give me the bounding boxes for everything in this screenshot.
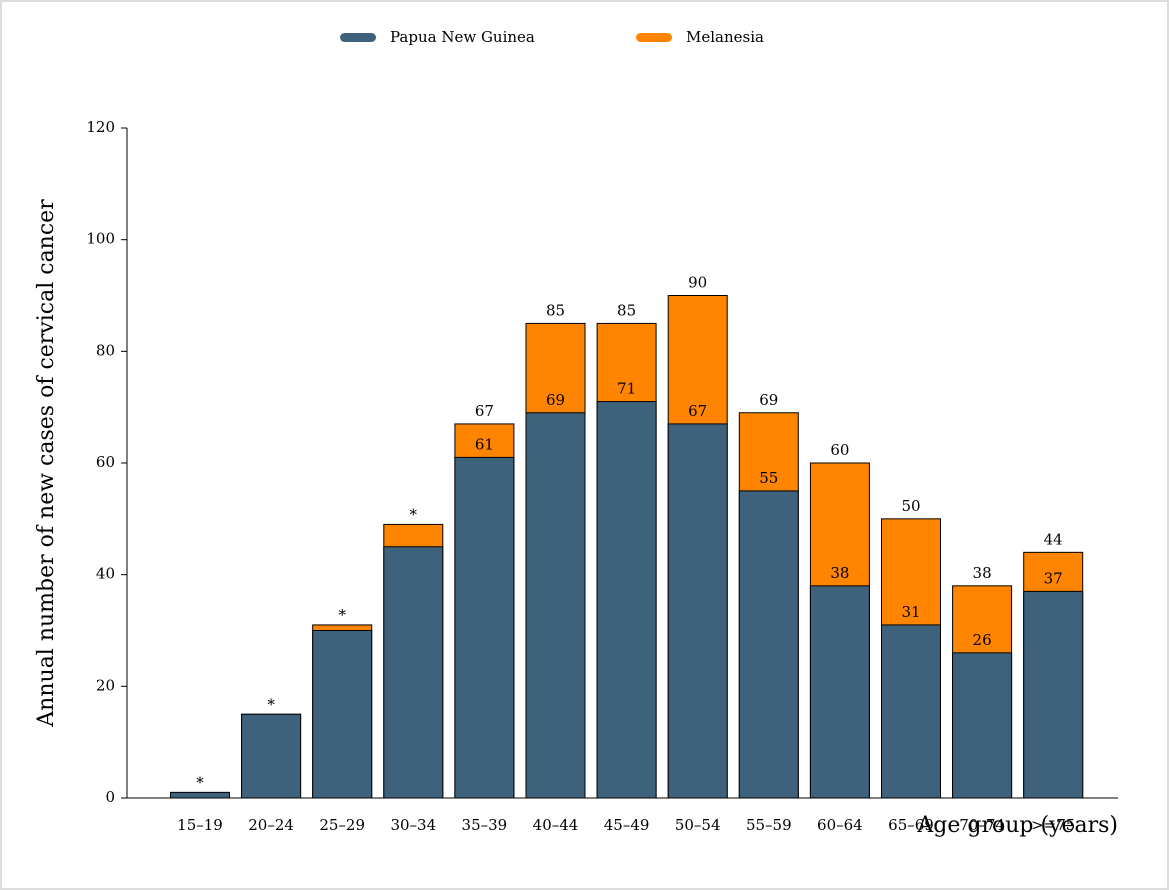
y-tick-label: 20 [96, 676, 115, 694]
x-tick-label: 30–34 [390, 816, 436, 834]
value-label: 26 [973, 631, 992, 649]
y-tick-label: 100 [86, 230, 115, 248]
y-tick-label: 40 [96, 565, 115, 583]
value-label: 50 [901, 497, 920, 515]
x-tick-label: 55–59 [746, 816, 792, 834]
value-label: 69 [546, 391, 565, 409]
value-label: 38 [830, 564, 849, 582]
value-label: 38 [973, 564, 992, 582]
value-label: * [196, 773, 204, 791]
value-label: * [410, 505, 418, 523]
y-tick-label: 0 [105, 788, 115, 806]
bar [596, 401, 657, 799]
value-label: 37 [1044, 569, 1063, 587]
value-label: 60 [830, 441, 849, 459]
x-tick-label: 50–54 [675, 816, 721, 834]
x-tick-label: 20–24 [248, 816, 294, 834]
value-label: 69 [759, 391, 778, 409]
x-tick-label: 25–29 [319, 816, 365, 834]
value-label: 85 [617, 301, 636, 319]
x-tick-label: >=75 [1031, 816, 1075, 834]
legend-swatch [340, 33, 376, 42]
y-axis-title: Annual number of new cases of cervical c… [34, 199, 59, 728]
bar [241, 713, 302, 799]
legend-label: Papua New Guinea [390, 28, 535, 46]
value-label: 55 [759, 469, 778, 487]
value-label: 61 [475, 435, 494, 453]
bar [738, 490, 799, 799]
bar [1023, 590, 1084, 799]
bar [525, 412, 586, 799]
value-label: * [338, 606, 346, 624]
value-label: 67 [475, 402, 494, 420]
y-tick-label: 60 [96, 453, 115, 471]
x-tick-label: 15–19 [177, 816, 223, 834]
bar [952, 652, 1013, 799]
bar [667, 423, 728, 799]
value-label: 85 [546, 301, 565, 319]
x-tick-label: 60–64 [817, 816, 863, 834]
x-tick-label: 65–69 [888, 816, 934, 834]
value-label: 71 [617, 380, 636, 398]
legend-label: Melanesia [686, 28, 764, 46]
value-label: * [267, 695, 275, 713]
x-tick-label: 45–49 [604, 816, 650, 834]
x-tick-label: 70–74 [959, 816, 1005, 834]
bar [881, 624, 941, 799]
y-tick-label: 80 [96, 341, 115, 359]
bar [454, 456, 515, 799]
x-tick-label: 35–39 [462, 816, 508, 834]
value-label: 67 [688, 402, 707, 420]
legend-swatch [636, 33, 672, 42]
x-tick-label: 40–44 [533, 816, 579, 834]
bar [170, 791, 230, 799]
value-label: 90 [688, 274, 707, 292]
bar [383, 546, 444, 799]
bar [809, 585, 870, 799]
y-tick-label: 120 [86, 118, 115, 136]
value-label: 31 [901, 603, 920, 621]
bar [312, 630, 373, 799]
value-label: 44 [1044, 530, 1063, 548]
x-axis-title: Age group (years) [916, 813, 1118, 838]
